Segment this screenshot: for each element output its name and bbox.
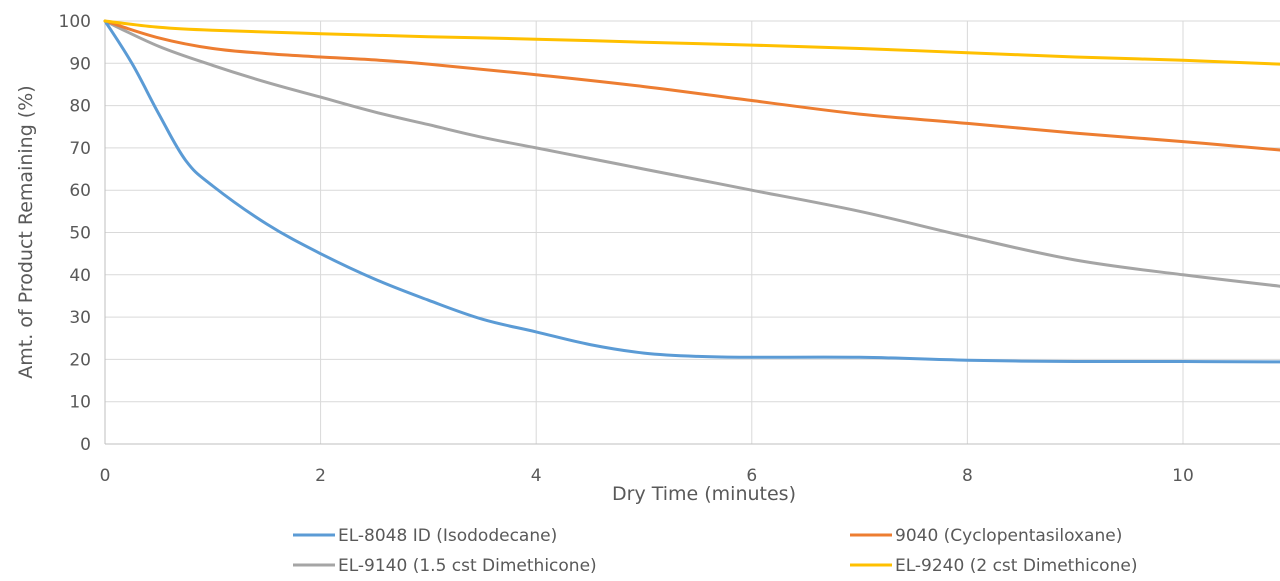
y-tick-label: 80 [69, 97, 91, 117]
y-tick-label: 40 [69, 266, 91, 286]
gridlines [105, 20, 1280, 444]
y-tick-label: 90 [69, 54, 91, 74]
series-line-3 [103, 19, 1280, 288]
y-tick-label: 100 [59, 12, 91, 32]
y-tick-label: 50 [69, 224, 91, 244]
x-axis-title: Dry Time (minutes) [612, 483, 796, 505]
x-tick-label: 0 [100, 466, 111, 486]
series-lines [103, 19, 1280, 364]
tick-labels: 0 10 20 30 40 50 60 70 80 90 100 0 2 4 6 8 10 [59, 12, 1194, 486]
series-line-1 [103, 19, 1280, 364]
y-tick-label: 30 [69, 308, 91, 328]
y-tick-label: 20 [69, 350, 91, 370]
series-line-4 [103, 19, 1280, 66]
x-tick-label: 8 [962, 466, 973, 486]
legend-label: 9040 (Cyclopentasiloxane) [895, 526, 1122, 546]
x-tick-label: 2 [315, 466, 326, 486]
y-tick-label: 10 [69, 393, 91, 413]
x-tick-label: 6 [746, 466, 757, 486]
series-line-2 [103, 19, 1280, 152]
legend-label: EL-8048 ID (Isododecane) [338, 526, 557, 546]
x-tick-label: 4 [531, 466, 542, 486]
y-tick-label: 70 [69, 139, 91, 159]
x-tick-label: 10 [1172, 466, 1194, 486]
y-axis-title: Amt. of Product Remaining (%) [15, 85, 37, 378]
y-tick-label: 60 [69, 181, 91, 201]
legend-label: EL-9240 (2 cst Dimethicone) [895, 556, 1137, 576]
y-tick-label: 0 [80, 435, 91, 455]
legend-label: EL-9140 (1.5 cst Dimethicone) [338, 556, 597, 576]
axes [104, 21, 1280, 445]
legend: EL-8048 ID (Isododecane) 9040 (Cyclopenta… [293, 526, 1137, 576]
